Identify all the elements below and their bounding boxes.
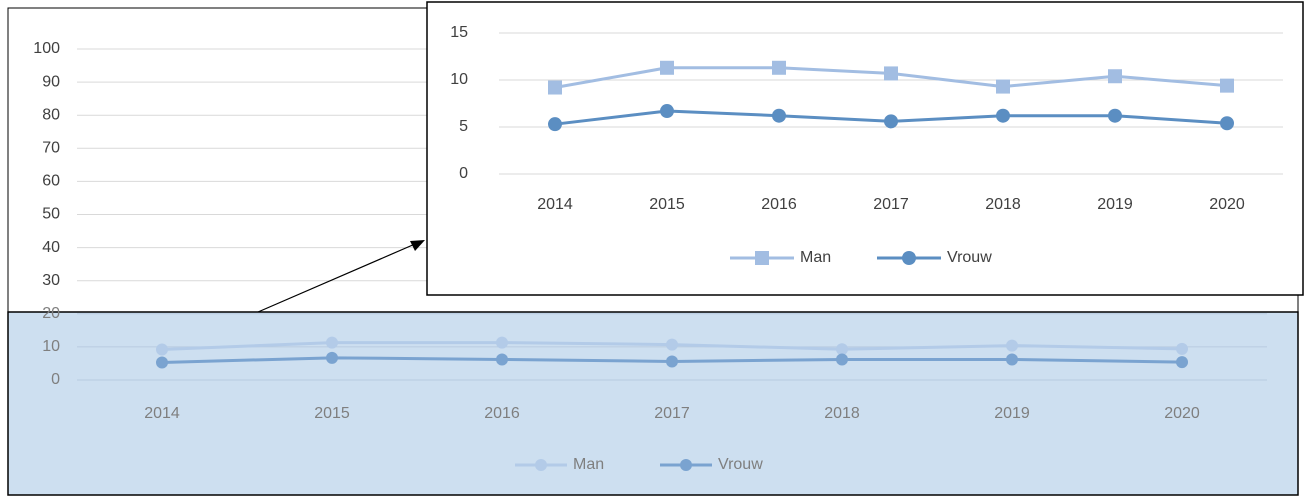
x-tick-label: 2020: [1164, 405, 1200, 422]
legend-label: Man: [573, 456, 604, 473]
marker: [666, 355, 678, 368]
inset-chart: 0 5 10 15 2014 2015 2016 2017 2018 2019 2020 Man Vro…: [450, 24, 1283, 266]
marker: [996, 108, 1010, 123]
legend-marker: [902, 251, 916, 265]
marker: [548, 117, 562, 132]
marker: [326, 336, 338, 349]
zoom-arrow: [257, 243, 416, 313]
y-tick-label: 60: [42, 173, 60, 190]
y-tick-label: 50: [42, 206, 60, 223]
y-tick-label: 40: [42, 239, 60, 256]
arrow-head: [410, 240, 425, 251]
marker: [548, 80, 562, 95]
x-tick-label: 2016: [761, 196, 797, 213]
marker: [660, 104, 674, 119]
x-tick-label: 2014: [144, 405, 180, 422]
x-tick-label: 2018: [824, 405, 860, 422]
x-tick-label: 2015: [649, 196, 685, 213]
y-tick-label: 80: [42, 106, 60, 123]
y-tick-label: 0: [51, 371, 60, 388]
marker: [884, 114, 898, 129]
y-tick-label: 5: [459, 118, 468, 135]
marker: [996, 79, 1010, 94]
x-tick-label: 2017: [873, 196, 909, 213]
y-tick-label: 10: [42, 338, 60, 355]
marker: [1006, 339, 1018, 352]
x-tick-label: 2015: [314, 405, 350, 422]
y-tick-label: 20: [42, 305, 60, 322]
legend-label: Man: [800, 249, 831, 266]
marker: [326, 351, 338, 364]
marker: [496, 353, 508, 366]
y-tick-label: 10: [450, 71, 468, 88]
y-tick-label: 100: [33, 40, 60, 57]
marker: [156, 356, 168, 369]
background-chart-highlight: 0 10 20 2014 2015 2016 2017 2018 2019 2020 Man Vrou…: [42, 305, 1267, 473]
marker: [1220, 116, 1234, 131]
x-tick-label: 2016: [484, 405, 520, 422]
inset-frame: [426, 1, 1304, 296]
y-tick-label: 90: [42, 73, 60, 90]
marker: [1220, 78, 1234, 93]
marker: [660, 60, 674, 75]
marker: [1176, 356, 1188, 369]
y-tick-label: 30: [42, 272, 60, 289]
marker: [156, 343, 168, 356]
x-tick-label: 2014: [537, 196, 573, 213]
marker: [1006, 353, 1018, 366]
x-tick-label: 2017: [654, 405, 690, 422]
x-tick-label: 2018: [985, 196, 1021, 213]
y-tick-label: 70: [42, 140, 60, 157]
marker: [772, 108, 786, 123]
x-tick-label: 2019: [1097, 196, 1133, 213]
y-tick-label: 15: [450, 24, 468, 41]
legend-label: Vrouw: [947, 249, 992, 266]
marker: [772, 60, 786, 75]
marker: [1176, 342, 1188, 355]
highlight-region: [7, 311, 1299, 496]
marker: [496, 336, 508, 349]
marker: [836, 343, 848, 356]
legend-marker: [535, 459, 547, 471]
legend-marker: [680, 459, 692, 471]
legend-label: Vrouw: [718, 456, 763, 473]
marker: [1108, 108, 1122, 123]
x-tick-label: 2019: [994, 405, 1030, 422]
marker: [666, 338, 678, 351]
marker: [1108, 69, 1122, 84]
x-tick-label: 2020: [1209, 196, 1245, 213]
marker: [836, 353, 848, 366]
y-tick-label: 0: [459, 165, 468, 182]
legend-marker: [755, 251, 769, 265]
marker: [884, 66, 898, 81]
